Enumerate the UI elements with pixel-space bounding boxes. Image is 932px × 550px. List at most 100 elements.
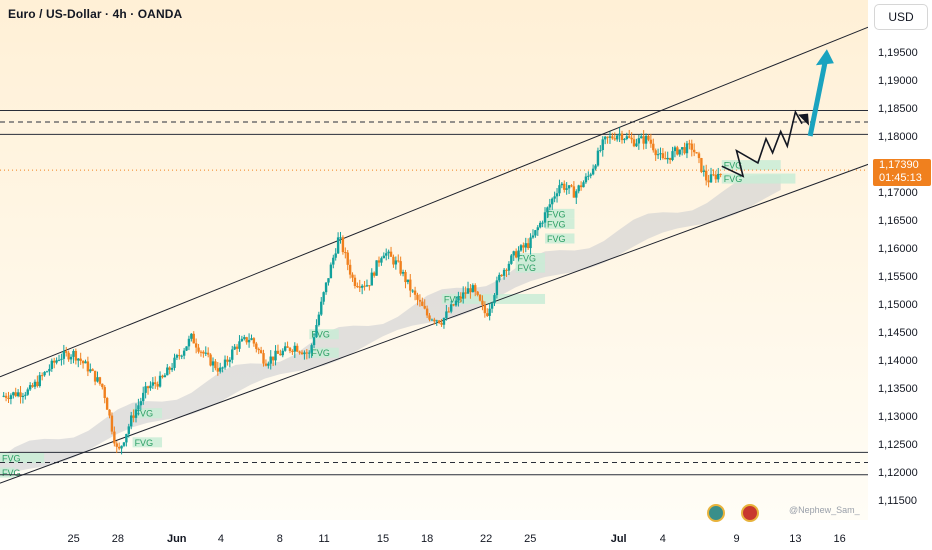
candle-body bbox=[24, 394, 27, 396]
candle-body bbox=[582, 182, 585, 188]
candle-body bbox=[613, 138, 616, 140]
candle-body bbox=[308, 352, 311, 354]
candle-body bbox=[589, 174, 592, 176]
candle-body bbox=[231, 349, 234, 360]
candle-body bbox=[620, 133, 624, 141]
candle-body bbox=[259, 350, 263, 354]
candle-body bbox=[394, 260, 398, 265]
candle-body bbox=[154, 382, 157, 385]
candle-body bbox=[642, 136, 645, 144]
candle-body bbox=[247, 339, 251, 343]
time-tick-label: 4 bbox=[218, 533, 224, 545]
candle-body bbox=[168, 367, 171, 370]
candle-body bbox=[553, 196, 556, 199]
candle-body bbox=[33, 381, 37, 387]
candle-body bbox=[7, 397, 10, 400]
candle-body bbox=[476, 291, 479, 295]
candle-body bbox=[625, 136, 629, 139]
candle-body bbox=[709, 174, 713, 183]
candle-body bbox=[659, 153, 662, 155]
candle-body bbox=[223, 359, 227, 368]
candle-body bbox=[14, 392, 17, 397]
cloud-area bbox=[0, 174, 781, 476]
projection-zigzag bbox=[721, 109, 803, 178]
candle-body bbox=[98, 377, 102, 384]
candle-body bbox=[28, 385, 32, 390]
candle-body bbox=[264, 363, 268, 366]
candle-body bbox=[502, 269, 506, 276]
candle-body bbox=[274, 350, 277, 361]
tradingview-logo-icon[interactable] bbox=[707, 504, 725, 522]
time-axis[interactable]: 25 28 Jun 4 8 11 15 18 22 25 Jul 4 9 13 16 bbox=[0, 520, 868, 550]
candle-body bbox=[652, 143, 655, 151]
fvg-label: FVG bbox=[518, 254, 537, 264]
candle-body bbox=[93, 370, 97, 382]
fvg-zone bbox=[132, 408, 163, 419]
candle-body bbox=[257, 348, 260, 351]
candle-body bbox=[161, 375, 164, 378]
candle-body bbox=[375, 260, 378, 276]
candle-body bbox=[370, 272, 373, 286]
candle-body bbox=[180, 355, 183, 357]
candle-body bbox=[151, 382, 155, 386]
candle-body bbox=[649, 139, 653, 144]
candle-body bbox=[555, 193, 559, 197]
candle-body bbox=[16, 392, 20, 397]
candle-body bbox=[117, 446, 121, 449]
candle-body bbox=[348, 264, 352, 275]
candle-body bbox=[538, 222, 542, 228]
candle-body bbox=[671, 151, 674, 160]
candle-body bbox=[216, 368, 220, 372]
usd-flag-icon[interactable] bbox=[741, 504, 759, 522]
candle-body bbox=[678, 149, 681, 155]
candle-body bbox=[132, 415, 135, 418]
candle-body bbox=[129, 415, 133, 427]
candle-body bbox=[389, 251, 393, 257]
candle-body bbox=[320, 301, 323, 315]
candle-body bbox=[79, 358, 82, 361]
candle-body bbox=[611, 136, 614, 139]
price-axis[interactable]: 1,195001,190001,185001,180001,175001,170… bbox=[868, 0, 932, 550]
price-tick-label: 1,12000 bbox=[878, 467, 918, 479]
fvg-label: FVG bbox=[135, 438, 154, 448]
candle-body bbox=[656, 154, 660, 156]
candle-body bbox=[712, 174, 715, 176]
time-tick-label: 11 bbox=[318, 533, 329, 545]
candle-body bbox=[53, 360, 56, 363]
candle-body bbox=[158, 375, 162, 387]
candle-body bbox=[372, 272, 376, 276]
candle-body bbox=[96, 377, 99, 382]
candle-body bbox=[303, 352, 306, 355]
candle-body bbox=[688, 143, 691, 145]
candle-body bbox=[579, 185, 583, 188]
ichimoku-cloud bbox=[0, 174, 781, 476]
time-tick-label: 8 bbox=[277, 533, 283, 545]
candle-body bbox=[156, 384, 159, 387]
candle-body bbox=[57, 359, 61, 361]
candle-body bbox=[512, 251, 515, 256]
time-tick-label: Jun bbox=[167, 533, 187, 545]
fvg-label: FVG bbox=[311, 348, 330, 358]
candle-body bbox=[149, 385, 152, 389]
candle-body bbox=[510, 255, 513, 264]
candle-body bbox=[421, 301, 424, 306]
chart-background bbox=[0, 0, 868, 520]
fvg-label: FVG bbox=[724, 174, 743, 184]
fvg-label: FVG bbox=[444, 294, 463, 304]
candle-body bbox=[435, 320, 438, 322]
candle-body bbox=[137, 405, 140, 410]
candle-body bbox=[356, 285, 359, 287]
currency-selector[interactable]: USD bbox=[874, 4, 928, 30]
candle-body bbox=[91, 369, 94, 371]
candle-body bbox=[457, 296, 460, 301]
candle-body bbox=[546, 207, 549, 213]
candle-body bbox=[197, 347, 200, 352]
candle-body bbox=[238, 341, 241, 349]
candle-body bbox=[108, 409, 111, 416]
candle-body bbox=[647, 135, 650, 140]
time-tick-label: 9 bbox=[733, 533, 739, 545]
candle-body bbox=[190, 333, 193, 339]
candle-body bbox=[685, 143, 689, 154]
candle-body bbox=[563, 183, 566, 190]
